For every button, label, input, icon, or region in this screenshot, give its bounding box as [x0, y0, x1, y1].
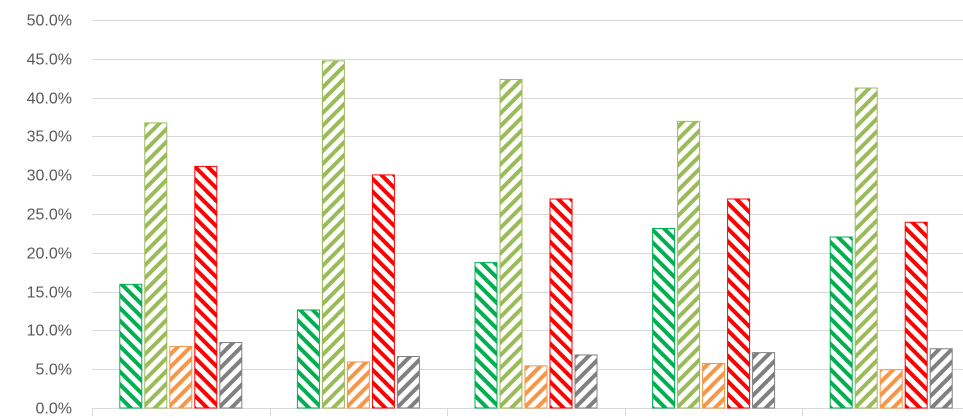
gridlines: [92, 20, 963, 370]
bar: [574, 354, 598, 409]
y-tick-label: 10.0%: [27, 323, 72, 340]
bar: [119, 283, 143, 409]
bar: [194, 165, 218, 409]
bars: [119, 60, 953, 409]
bar: [929, 348, 953, 409]
y-tick-label: 5.0%: [36, 362, 72, 379]
bar: [854, 87, 878, 409]
y-tick-label: 50.0%: [27, 13, 72, 30]
y-tick-label: 45.0%: [27, 52, 72, 69]
bar: [371, 174, 395, 409]
y-tick-label: 15.0%: [27, 285, 72, 302]
bar: [879, 369, 903, 409]
bar: [499, 78, 523, 409]
bar: [219, 342, 243, 409]
bar: [321, 60, 345, 409]
y-tick-label: 30.0%: [27, 168, 72, 185]
bar: [169, 345, 193, 409]
bar: [524, 365, 548, 409]
y-tick-label: 35.0%: [27, 129, 72, 146]
bar: [904, 221, 928, 409]
bar: [677, 120, 701, 409]
bar: [474, 262, 498, 409]
bar: [752, 352, 776, 409]
bar: [652, 227, 676, 409]
bar: [549, 198, 573, 409]
bar: [396, 356, 420, 409]
y-tick-label: 25.0%: [27, 207, 72, 224]
y-tick-label: 0.0%: [36, 401, 72, 418]
bar: [346, 361, 370, 409]
bar: [829, 236, 853, 409]
y-tick-label: 40.0%: [27, 91, 72, 108]
y-axis-tick-labels: 0.0% 5.0% 10.0% 15.0% 20.0% 25.0% 30.0% 35.0% 40…: [27, 13, 72, 418]
bar: [727, 198, 751, 409]
y-tick-label: 20.0%: [27, 246, 72, 263]
x-axis: [92, 408, 963, 416]
bar: [702, 362, 726, 409]
bar: [296, 309, 320, 409]
bar: [144, 122, 168, 409]
